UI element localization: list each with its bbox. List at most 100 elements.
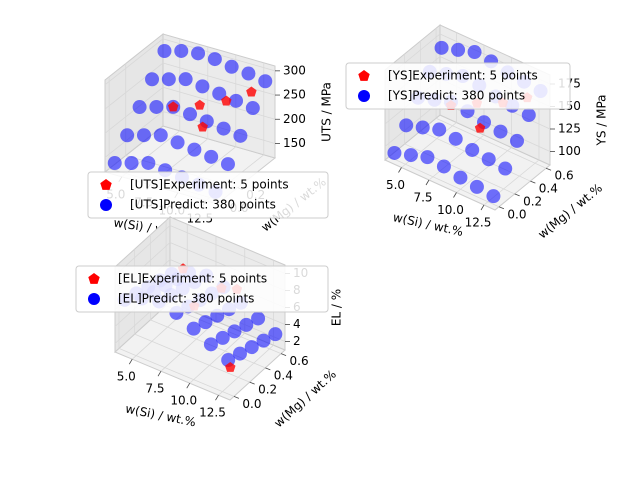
x-tick-label: 10.0	[437, 203, 464, 217]
grid-line	[104, 62, 164, 110]
predict-point	[207, 52, 222, 67]
predict-point	[415, 120, 430, 135]
tick-mark	[249, 381, 255, 385]
x-tick-label: 7.5	[413, 191, 432, 205]
grid-line	[435, 117, 547, 169]
predict-point	[212, 86, 227, 101]
legend-label: [UTS]Experiment: 5 points	[130, 178, 289, 192]
x-tick-label: 7.5	[145, 382, 164, 396]
grid-line	[428, 134, 485, 181]
predict-point	[120, 128, 135, 143]
grid-line	[118, 348, 235, 397]
z-tick-label: 125	[558, 122, 581, 136]
legend-box	[75, 265, 329, 313]
predict-point	[481, 152, 496, 167]
predict-point	[157, 43, 172, 58]
experiment-point	[221, 95, 232, 106]
z-tick-label: 300	[283, 63, 306, 77]
predict-point	[187, 142, 202, 157]
predict-point	[141, 155, 156, 170]
tick-mark	[128, 358, 133, 365]
tick-mark	[453, 192, 457, 198]
grid-line	[134, 333, 250, 383]
predict-point	[268, 327, 283, 342]
x-tick-label: 12.5	[465, 216, 492, 230]
subplot: 5.07.510.012.50.00.20.40.6246810w(Si) / …	[75, 215, 344, 430]
predict-point	[132, 100, 147, 115]
grid-line	[456, 147, 512, 193]
z-tick-label: 200	[283, 112, 306, 126]
x-tick-label: 5.0	[117, 370, 136, 384]
legend-label: [YS]Predict: 380 points	[388, 89, 525, 103]
predict-point	[434, 40, 449, 55]
predict-point	[107, 156, 122, 171]
predict-point	[227, 324, 242, 339]
predict-point	[510, 133, 524, 148]
legend-marker	[88, 273, 100, 284]
predict-point	[215, 330, 230, 345]
predict-point	[136, 128, 151, 143]
predict-point	[498, 161, 513, 176]
legend-label: [EL]Predict: 380 points	[118, 292, 254, 306]
tick-mark	[398, 167, 402, 173]
predict-point	[453, 170, 468, 185]
legend-label: [EL]Experiment: 5 points	[118, 272, 267, 286]
x-tick-label: 10.0	[170, 394, 197, 408]
legend-label: [YS]Experiment: 5 points	[388, 69, 538, 83]
grid-line	[104, 38, 164, 86]
predict-point	[420, 150, 435, 165]
y-tick-label: 0.0	[242, 397, 261, 411]
predict-point	[178, 72, 193, 87]
predict-point	[224, 59, 239, 74]
predict-point	[153, 128, 168, 143]
tick-mark	[480, 204, 485, 211]
grid-line	[189, 332, 246, 384]
legend-marker	[100, 179, 112, 190]
predict-point	[239, 317, 254, 332]
predict-point	[244, 340, 259, 355]
z-tick-label: 4	[293, 317, 301, 331]
predict-point	[256, 333, 271, 348]
subplot: 5.07.510.012.50.00.20.40.6100125150175w(…	[345, 23, 609, 241]
predict-point	[203, 337, 218, 352]
predict-point	[493, 124, 508, 139]
z-tick-label: 150	[283, 136, 306, 150]
z-tick-label: 2	[293, 334, 301, 348]
predict-point	[204, 149, 219, 164]
predict-point	[387, 145, 402, 160]
legend-marker	[100, 199, 112, 211]
y-tick-label: 0.4	[274, 368, 293, 382]
predict-point	[251, 311, 266, 326]
tick-mark	[545, 167, 552, 171]
predict-point	[220, 157, 235, 172]
legend-marker	[358, 70, 370, 81]
predict-point	[216, 121, 231, 136]
predict-point	[467, 45, 482, 60]
legend-box	[345, 62, 571, 110]
experiment-point	[167, 101, 179, 112]
y-tick-label: 0.0	[507, 207, 526, 221]
tick-mark	[514, 193, 520, 197]
predict-point	[241, 66, 256, 81]
grid-line	[162, 62, 276, 96]
y-tick-label: 0.2	[258, 383, 277, 397]
tick-mark	[498, 206, 505, 210]
predict-point	[399, 118, 414, 133]
y-tick-label: 0.4	[539, 182, 558, 196]
predict-point	[448, 131, 463, 146]
y-tick-label: 0.6	[290, 354, 309, 368]
predict-point	[432, 122, 447, 137]
predict-point	[149, 99, 164, 114]
predict-point	[195, 79, 210, 94]
predict-point	[245, 101, 260, 116]
tick-mark	[280, 353, 287, 356]
predict-point	[403, 148, 418, 163]
grid-line	[160, 320, 217, 372]
predict-point	[191, 46, 206, 61]
z-tick-label: 100	[558, 144, 581, 158]
predict-point	[233, 128, 248, 143]
predict-point	[486, 189, 501, 204]
tick-mark	[157, 370, 162, 377]
predict-point	[183, 107, 197, 122]
